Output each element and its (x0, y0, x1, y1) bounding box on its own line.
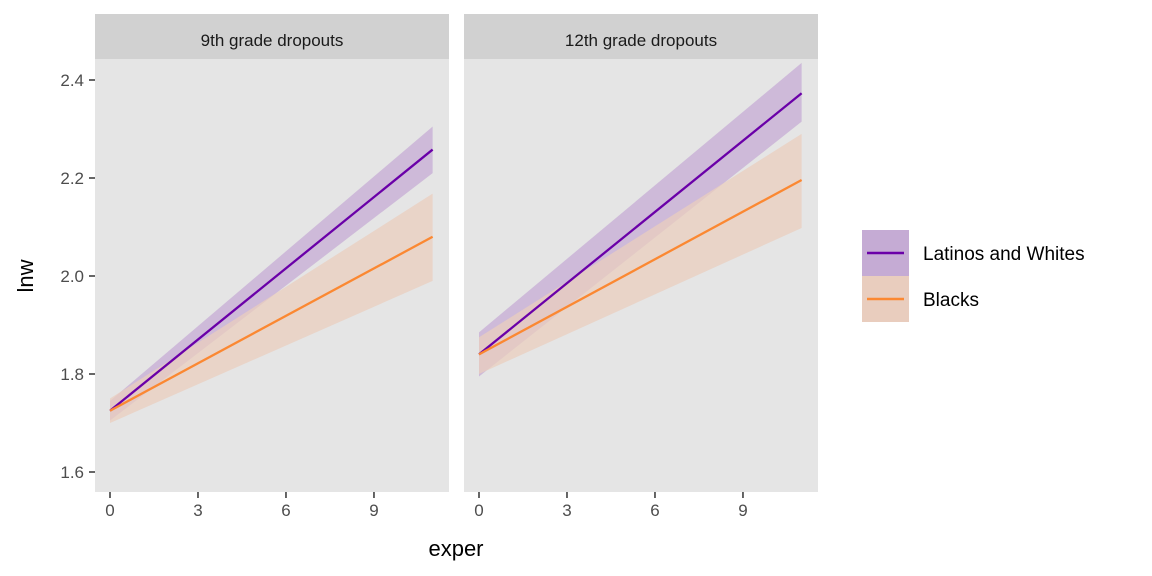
legend-label-1: Blacks (923, 290, 979, 311)
y-axis-label: lnw (13, 259, 38, 292)
y-tick-label-1: 1.8 (60, 365, 84, 384)
x-tick-label-1-1: 3 (562, 501, 571, 520)
line-1-0 (478, 92, 803, 356)
x-tick-label-0-2: 6 (281, 501, 290, 520)
x-axis-label: exper (428, 536, 483, 561)
line-1-1 (478, 178, 803, 356)
ribbon-0-1 (110, 193, 433, 423)
x-tick-label-1-0: 0 (474, 501, 483, 520)
x-tick-label-1-2: 6 (650, 501, 659, 520)
strip-1 (464, 14, 818, 59)
x-tick-label-0-1: 3 (193, 501, 202, 520)
ribbon-0-0 (110, 126, 433, 421)
ribbon-1-1 (479, 133, 802, 374)
x-tick-label-1-3: 9 (738, 501, 747, 520)
strip-title-1: 12th grade dropouts (565, 31, 717, 50)
legend: Latinos and Whites Blacks (862, 230, 1085, 322)
line-0-1 (109, 235, 434, 412)
x-tick-label-0-3: 9 (369, 501, 378, 520)
strip-0 (95, 14, 449, 59)
legend-label-0: Latinos and Whites (923, 244, 1085, 265)
y-tick-label-3: 2.2 (60, 169, 84, 188)
strip-title-0: 9th grade dropouts (201, 31, 344, 50)
y-tick-label-4: 2.4 (60, 71, 84, 90)
y-tick-label-2: 2.0 (60, 267, 84, 286)
x-tick-label-0-0: 0 (105, 501, 114, 520)
line-0-0 (109, 148, 434, 412)
y-tick-label-0: 1.6 (60, 463, 84, 482)
